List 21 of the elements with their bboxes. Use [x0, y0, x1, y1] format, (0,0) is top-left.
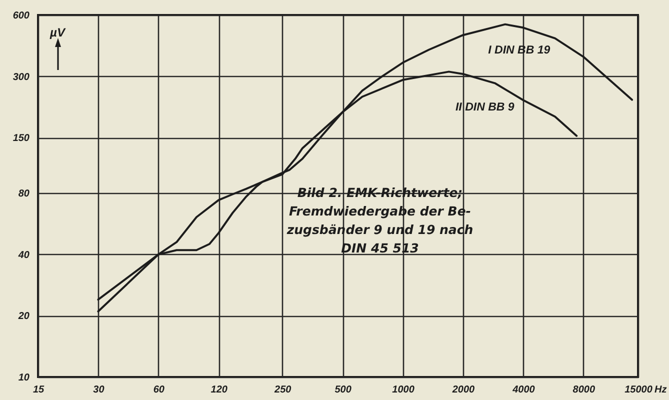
y-tick-label: 10	[18, 372, 30, 384]
x-tick-label: 500	[334, 384, 352, 396]
y-tick-label: 20	[17, 311, 30, 322]
x-tick-label: 30	[93, 384, 105, 396]
x-tick-label: 15	[32, 384, 44, 396]
x-tick-label: 2000	[451, 384, 476, 396]
x-tick-label: 8000	[572, 384, 596, 396]
x-tick-label: 250	[274, 384, 292, 396]
x-tick-label: 120	[210, 384, 228, 396]
y-axis-title: µV	[49, 26, 66, 40]
y-tick-label: 150	[12, 133, 30, 144]
x-tick-label: 1000	[392, 384, 415, 396]
y-tick-label: 300	[12, 72, 30, 83]
y-tick-label: 600	[12, 10, 30, 22]
series-label: II DIN BB 9	[455, 102, 515, 114]
x-tick-label: 15000	[624, 384, 653, 396]
x-axis-title: Hz	[654, 384, 667, 396]
x-tick-label: 60	[153, 384, 165, 396]
y-tick-label: 40	[17, 250, 30, 261]
x-tick-label: 4000	[512, 384, 536, 396]
y-tick-label: 80	[18, 188, 30, 200]
